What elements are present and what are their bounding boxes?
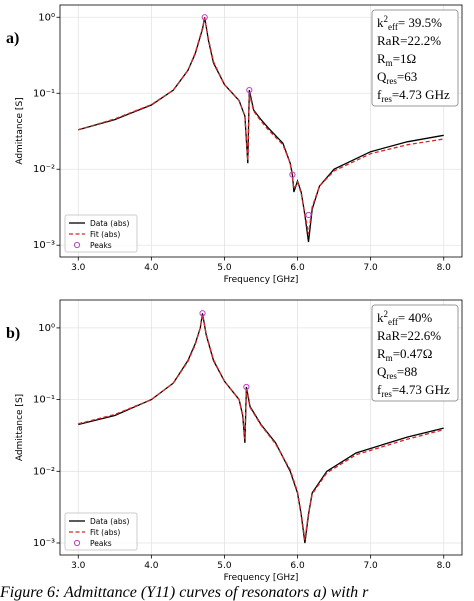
annotation: Rm=1Ω xyxy=(377,51,416,68)
legend-box xyxy=(64,512,138,551)
annotation-part: =0.47Ω xyxy=(393,346,433,361)
annotation: Rm=0.47Ω xyxy=(377,346,432,363)
y-tick-label: 10⁻¹ xyxy=(33,395,55,406)
annotation-part: f xyxy=(377,87,382,102)
peak-marker xyxy=(199,310,206,317)
annotation-box xyxy=(371,304,459,402)
annotation-part: m xyxy=(386,58,393,68)
annotation: fres=4.73 GHz xyxy=(377,87,450,104)
peak-marker xyxy=(201,14,208,21)
annotation-part: =1Ω xyxy=(393,51,417,66)
legend-label: Peaks xyxy=(90,241,112,250)
legend-marker xyxy=(73,241,81,249)
annotation: fres=4.73 GHz xyxy=(377,382,450,399)
legend-marker xyxy=(73,539,81,547)
annotation-part: R xyxy=(377,51,386,66)
annotation-part: = 40% xyxy=(398,310,433,325)
series-line xyxy=(78,17,444,235)
annotation-part: = 39.5% xyxy=(398,15,442,30)
annotation: Qres=88 xyxy=(377,364,417,381)
peak-marker xyxy=(289,171,296,178)
annotation-part: res xyxy=(386,371,397,381)
legend-label: Data (abs) xyxy=(90,219,129,228)
panel-label: a) xyxy=(6,30,19,47)
annotation-part: =4.73 GHz xyxy=(392,382,450,397)
y-tick-label: 10⁰ xyxy=(38,12,55,23)
y-tick-label: 10⁰ xyxy=(38,323,55,334)
x-tick-label: 7.0 xyxy=(363,561,378,571)
annotation-part: Q xyxy=(377,364,387,379)
y-axis-label: Admittance [S] xyxy=(15,97,25,164)
x-tick-label: 5.0 xyxy=(217,263,232,273)
annotation-part: =63 xyxy=(397,69,417,84)
legend-label: Fit (abs) xyxy=(90,230,120,239)
annotation-part: =88 xyxy=(397,364,417,379)
x-tick-label: 5.0 xyxy=(217,561,232,571)
annotation: RaR=22.2% xyxy=(377,33,441,48)
annotation-part: 2 xyxy=(384,309,389,319)
annotation-part: res xyxy=(381,94,392,104)
legend-label: Data (abs) xyxy=(90,517,129,526)
legend-label: Peaks xyxy=(90,539,112,548)
x-tick-label: 3.0 xyxy=(71,561,86,571)
x-tick-label: 7.0 xyxy=(363,263,378,273)
caption: Figure 6: Admittance (Y11) curves of res… xyxy=(0,584,369,601)
annotation-part: RaR=22.2% xyxy=(377,33,441,48)
x-tick-label: 3.0 xyxy=(71,263,86,273)
annotation: RaR=22.6% xyxy=(377,328,441,343)
annotation-part: 2 xyxy=(384,14,389,24)
annotation-part: k xyxy=(377,15,384,30)
annotation-part: f xyxy=(377,382,382,397)
annotation-part: res xyxy=(386,76,397,86)
series-line xyxy=(78,314,444,541)
annotation: k2eff= 40% xyxy=(377,309,432,327)
annotation-part: eff xyxy=(388,317,398,327)
x-tick-label: 8.0 xyxy=(437,263,452,273)
annotation-box xyxy=(371,9,459,107)
y-tick-label: 10⁻¹ xyxy=(33,88,55,99)
annotation-part: k xyxy=(377,310,384,325)
x-tick-label: 4.0 xyxy=(144,263,159,273)
annotation-part: eff xyxy=(388,22,398,32)
x-tick-label: 8.0 xyxy=(437,561,452,571)
annotation-part: RaR=22.6% xyxy=(377,328,441,343)
axes-frame xyxy=(59,4,463,258)
y-tick-label: 10⁻² xyxy=(33,164,55,175)
legend-label: Fit (abs) xyxy=(90,528,120,537)
annotation-part: res xyxy=(381,389,392,399)
x-tick-label: 6.0 xyxy=(290,263,305,273)
y-tick-label: 10⁻³ xyxy=(33,538,55,549)
axes-frame xyxy=(59,299,463,556)
y-tick-label: 10⁻² xyxy=(33,466,55,477)
x-tick-label: 6.0 xyxy=(290,561,305,571)
x-axis-label: Frequency [GHz] xyxy=(224,275,299,285)
annotation-part: Q xyxy=(377,69,387,84)
legend-box xyxy=(64,214,138,253)
y-tick-label: 10⁻³ xyxy=(33,240,55,251)
peak-marker xyxy=(305,211,312,219)
panel-label: b) xyxy=(6,325,20,342)
peak-marker xyxy=(246,87,253,94)
y-axis-label: Admittance [S] xyxy=(15,394,25,461)
annotation-part: =4.73 GHz xyxy=(392,87,450,102)
peak-marker xyxy=(243,383,250,391)
annotation-part: R xyxy=(377,346,386,361)
x-tick-label: 4.0 xyxy=(144,561,159,571)
x-axis-label: Frequency [GHz] xyxy=(224,573,299,583)
annotation-part: m xyxy=(386,353,393,363)
annotation: k2eff= 39.5% xyxy=(377,14,442,32)
annotation: Qres=63 xyxy=(377,69,417,86)
